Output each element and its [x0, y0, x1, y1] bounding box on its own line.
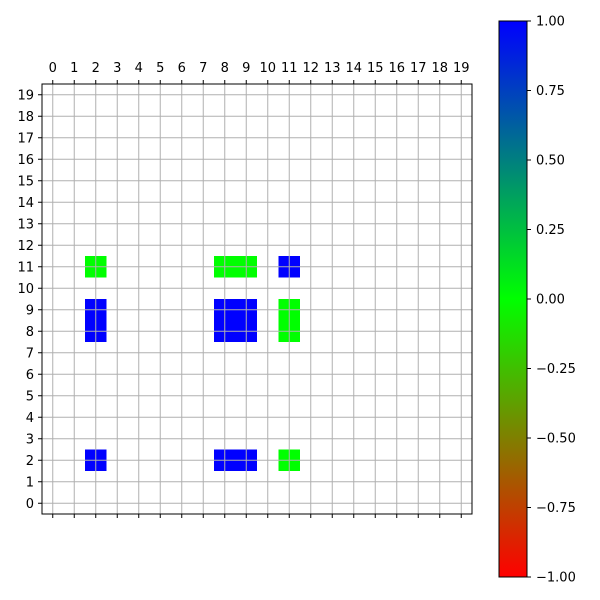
x-tick-label: 10	[259, 61, 276, 76]
y-tick-label: 5	[26, 389, 34, 404]
x-tick-label: 11	[281, 61, 298, 76]
y-tick-label: 18	[17, 110, 34, 125]
y-tick-label: 16	[17, 153, 34, 168]
x-tick-label: 18	[431, 61, 448, 76]
y-tick-label: 17	[17, 131, 34, 146]
y-tick-label: 7	[26, 346, 34, 361]
y-tick-label: 3	[26, 432, 34, 447]
colorbar-tick-label: 0.00	[536, 293, 565, 308]
y-tick-label: 15	[17, 174, 34, 189]
plot-area: 0 1 2 3 4 5 6 7 8 9 10 11 12 13 14 15 16 17 18 19 012345678…	[17, 61, 473, 518]
x-tick-label: 16	[388, 61, 405, 76]
x-tick-label: 19	[453, 61, 470, 76]
x-tick-label: 9	[242, 61, 250, 76]
colorbar-tick-label: 1.00	[536, 15, 565, 30]
x-tick-label: 14	[345, 61, 362, 76]
colorbar-ticks: 1.00 0.75 0.50 0.25 0.00 −0.25 −0.50 −0.75 −1.00	[527, 15, 576, 586]
colorbar-tick-label: 0.25	[536, 223, 565, 238]
x-tick-label: 2	[92, 61, 100, 76]
colorbar-tick-label: −1.00	[536, 571, 576, 586]
colorbar-tick-label: 0.50	[536, 154, 565, 169]
x-tick-label: 17	[410, 61, 427, 76]
x-tick-label: 7	[199, 61, 207, 76]
y-tick-label: 1	[26, 475, 34, 490]
y-tick-label: 12	[17, 239, 34, 254]
y-tick-label: 10	[17, 282, 34, 297]
y-tick-label: 19	[17, 88, 34, 103]
y-tick-label: 2	[26, 454, 34, 469]
y-tick-label: 9	[26, 303, 34, 318]
x-axis-ticks: 0 1 2 3 4 5 6 7 8 9 10 11 12 13 14 15 16 17 18 19	[49, 61, 470, 518]
x-tick-label: 0	[49, 61, 57, 76]
y-tick-label: 4	[26, 411, 34, 426]
x-tick-label: 12	[302, 61, 319, 76]
y-tick-label: 6	[26, 368, 34, 383]
colorbar-tick-label: −0.25	[536, 362, 576, 377]
x-tick-label: 5	[156, 61, 164, 76]
y-tick-label: 0	[26, 497, 34, 512]
colorbar-tick-label: −0.50	[536, 432, 576, 447]
cells-layer	[85, 256, 300, 471]
x-tick-label: 1	[70, 61, 78, 76]
colorbar-gradient	[499, 21, 527, 577]
x-tick-label: 3	[113, 61, 121, 76]
x-tick-label: 6	[178, 61, 186, 76]
grid-layer	[42, 84, 472, 514]
x-tick-label: 15	[367, 61, 384, 76]
y-tick-label: 13	[17, 217, 34, 232]
colorbar-tick-label: −0.75	[536, 501, 576, 516]
x-tick-label: 13	[324, 61, 341, 76]
y-tick-label: 8	[26, 325, 34, 340]
colorbar-tick-label: 0.75	[536, 84, 565, 99]
x-tick-label: 4	[135, 61, 143, 76]
y-tick-label: 14	[17, 196, 34, 211]
y-tick-label: 11	[17, 260, 34, 275]
colorbar: 1.00 0.75 0.50 0.25 0.00 −0.25 −0.50 −0.75 −1.00	[498, 15, 576, 586]
plot-frame	[41, 83, 473, 515]
x-tick-label: 8	[221, 61, 229, 76]
